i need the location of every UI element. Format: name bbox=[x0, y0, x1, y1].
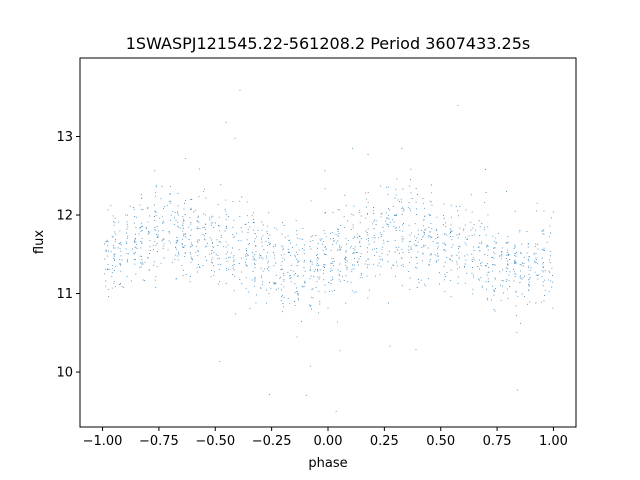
x-tick-label: 0.75 bbox=[483, 434, 512, 449]
x-tick-label: −1.00 bbox=[83, 434, 123, 449]
x-tick-label: 0.25 bbox=[370, 434, 399, 449]
y-tick-label: 12 bbox=[56, 209, 73, 224]
x-tick-label: 0.00 bbox=[314, 434, 343, 449]
y-axis-label: flux bbox=[32, 230, 47, 254]
x-axis: −1.00 −0.75 −0.50 −0.25 0.00 0.25 0.50 0.75 1.00 bbox=[83, 427, 568, 449]
x-axis-label: phase bbox=[308, 456, 347, 471]
x-tick-label: 0.50 bbox=[426, 434, 455, 449]
y-axis: 10 11 12 13 bbox=[56, 130, 80, 381]
x-tick-label: −0.25 bbox=[252, 434, 292, 449]
y-tick-label: 10 bbox=[56, 366, 73, 381]
y-tick-label: 11 bbox=[56, 287, 73, 302]
scatter-points bbox=[104, 89, 554, 412]
scatter-series bbox=[104, 89, 554, 412]
y-tick-label: 13 bbox=[56, 130, 73, 145]
x-tick-label: 1.00 bbox=[539, 434, 568, 449]
chart-title: 1SWASPJ121545.22-561208.2 Period 3607433… bbox=[126, 34, 531, 53]
x-tick-label: −0.50 bbox=[195, 434, 235, 449]
x-tick-label: −0.75 bbox=[139, 434, 179, 449]
